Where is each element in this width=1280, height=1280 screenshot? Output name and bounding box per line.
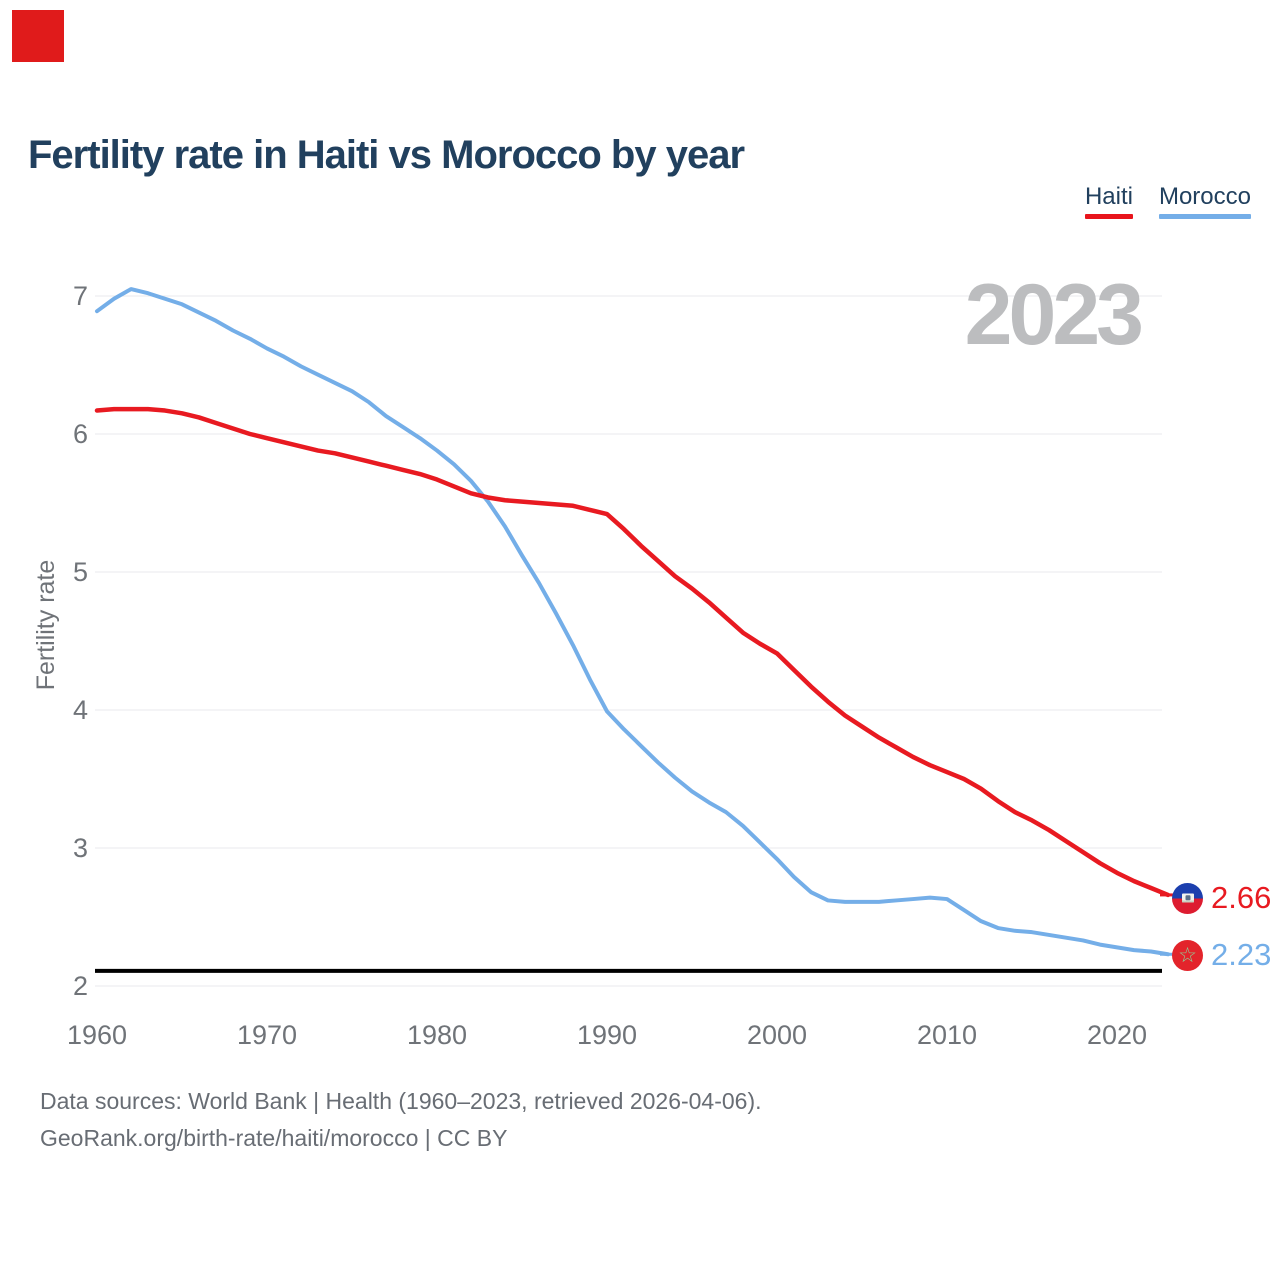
end-label-morocco: ☆ 2.23 <box>1172 936 1271 974</box>
page-title: Fertility rate in Haiti vs Morocco by ye… <box>28 132 745 177</box>
series-line-haiti <box>94 406 1171 898</box>
footer-sources: Data sources: World Bank | Health (1960–… <box>40 1088 762 1114</box>
series-line-morocco <box>95 287 1170 957</box>
footer: Data sources: World Bank | Health (1960–… <box>40 1083 762 1157</box>
year-watermark: 2023 <box>964 267 1144 363</box>
haiti-flag-icon <box>1172 882 1203 914</box>
legend-label-haiti: Haiti <box>1084 183 1133 210</box>
y-tick: 6 <box>72 419 88 449</box>
legend-item-morocco[interactable]: Morocco <box>1158 183 1251 219</box>
end-value-morocco: 2.23 <box>1211 937 1272 972</box>
x-tick: 1960 <box>66 1020 128 1050</box>
red-underline-icon <box>1084 214 1133 219</box>
blue-underline-icon <box>1158 214 1251 219</box>
end-label-haiti: 2.66 <box>1172 879 1271 917</box>
morocco-flag-icon: ☆ <box>1172 939 1203 971</box>
x-tick: 1990 <box>576 1020 638 1050</box>
x-tick: 1970 <box>236 1020 298 1050</box>
end-value-haiti: 2.66 <box>1211 880 1272 915</box>
x-tick: 2010 <box>916 1020 978 1050</box>
y-tick: 5 <box>72 557 88 587</box>
x-tick: 2020 <box>1086 1020 1148 1050</box>
x-tick: 1980 <box>406 1020 468 1050</box>
legend-label-morocco: Morocco <box>1158 183 1251 210</box>
x-tick: 2000 <box>746 1020 808 1050</box>
y-tick: 7 <box>72 281 88 311</box>
legend-item-haiti[interactable]: Haiti <box>1084 183 1133 219</box>
y-tick: 3 <box>72 833 88 863</box>
red-marker <box>12 10 64 62</box>
y-tick: 2 <box>72 971 88 1001</box>
legend: Haiti Morocco <box>1084 183 1251 219</box>
y-tick: 4 <box>72 695 88 725</box>
footer-attribution: GeoRank.org/birth-rate/haiti/morocco | C… <box>40 1125 508 1151</box>
